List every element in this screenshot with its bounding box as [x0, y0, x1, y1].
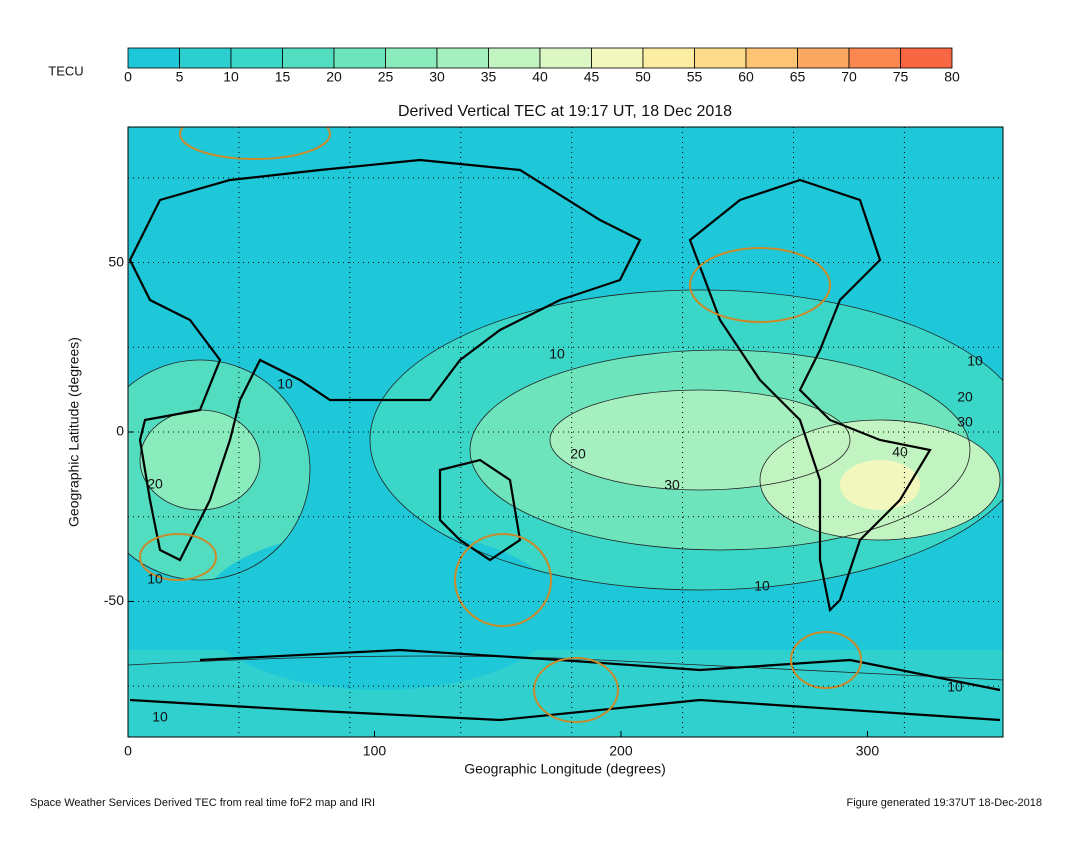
y-tick-label: 50: [108, 253, 124, 269]
colorbar-tick-label: 35: [481, 69, 497, 85]
x-tick-label: 200: [609, 743, 633, 759]
map-field: [128, 127, 1003, 737]
x-tick-label: 300: [856, 743, 880, 759]
contour-label: 20: [147, 476, 163, 492]
tec-region: [140, 410, 260, 510]
colorbar-segment: [230, 47, 283, 69]
colorbar-tick-label: 45: [584, 69, 600, 85]
colorbar-segment: [179, 47, 232, 69]
colorbar-segment: [591, 47, 644, 69]
contour-label: 10: [152, 709, 168, 725]
colorbar-tick-label: 70: [841, 69, 857, 85]
colorbar-segment: [900, 47, 953, 69]
colorbar-tick-label: 5: [176, 69, 184, 85]
colorbar-segment: [694, 47, 747, 69]
colorbar-segment: [797, 47, 850, 69]
contour-label: 10: [967, 353, 983, 369]
colorbar-tick-label: 25: [378, 69, 394, 85]
coastlines: [128, 158, 1001, 722]
y-axis-label: Geographic Latitude (degrees): [66, 337, 82, 527]
tec-region: [840, 460, 920, 510]
x-tick-label: 0: [124, 743, 132, 759]
contour-label: 10: [147, 571, 163, 587]
colorbar-segment: [385, 47, 438, 69]
contour-label: 30: [957, 414, 973, 430]
colorbar-tick-label: 40: [532, 69, 548, 85]
colorbar-label: TECU: [48, 63, 83, 78]
y-tick-label: -50: [104, 592, 124, 608]
contour-label: 40: [892, 444, 908, 460]
colorbar-segment: [745, 47, 798, 69]
colorbar-tick-label: 15: [275, 69, 291, 85]
contour-label: 20: [957, 389, 973, 405]
x-axis-label: Geographic Longitude (degrees): [464, 761, 666, 777]
contour-label: 10: [947, 679, 963, 695]
colorbar-segment: [539, 47, 592, 69]
contour-label: 10: [754, 578, 770, 594]
colorbar-segment: [127, 47, 180, 69]
colorbar-tick-label: 30: [429, 69, 445, 85]
y-tick-label: 0: [116, 423, 124, 439]
colorbar-segment: [436, 47, 489, 69]
contour-label: 10: [549, 346, 565, 362]
colorbar-tick-label: 55: [687, 69, 703, 85]
colorbar-tick-label: 20: [326, 69, 342, 85]
highlight-ovals: [139, 127, 862, 723]
colorbar-segment: [282, 47, 335, 69]
colorbar-tick-label: 80: [944, 69, 960, 85]
colorbar-segment: [333, 47, 386, 69]
colorbar-segment: [642, 47, 695, 69]
colorbar-tick-label: 0: [124, 69, 132, 85]
colorbar-tick-label: 75: [893, 69, 909, 85]
colorbar-tick-label: 50: [635, 69, 651, 85]
contour-label: 20: [570, 446, 586, 462]
colorbar-segment: [488, 47, 541, 69]
tec-region: [200, 530, 560, 690]
x-tick-label: 100: [363, 743, 387, 759]
footer-left: Space Weather Services Derived TEC from …: [30, 797, 375, 809]
colorbar-tick-label: 10: [223, 69, 239, 85]
contour-label: 30: [664, 477, 680, 493]
map-title: Derived Vertical TEC at 19:17 UT, 18 Dec…: [398, 103, 732, 120]
colorbar-tick-label: 60: [738, 69, 754, 85]
colorbar-tick-label: 65: [790, 69, 806, 85]
colorbar-segment: [848, 47, 901, 69]
footer-right: Figure generated 19:37UT 18-Dec-2018: [847, 797, 1042, 809]
contour-label: 10: [277, 376, 293, 392]
